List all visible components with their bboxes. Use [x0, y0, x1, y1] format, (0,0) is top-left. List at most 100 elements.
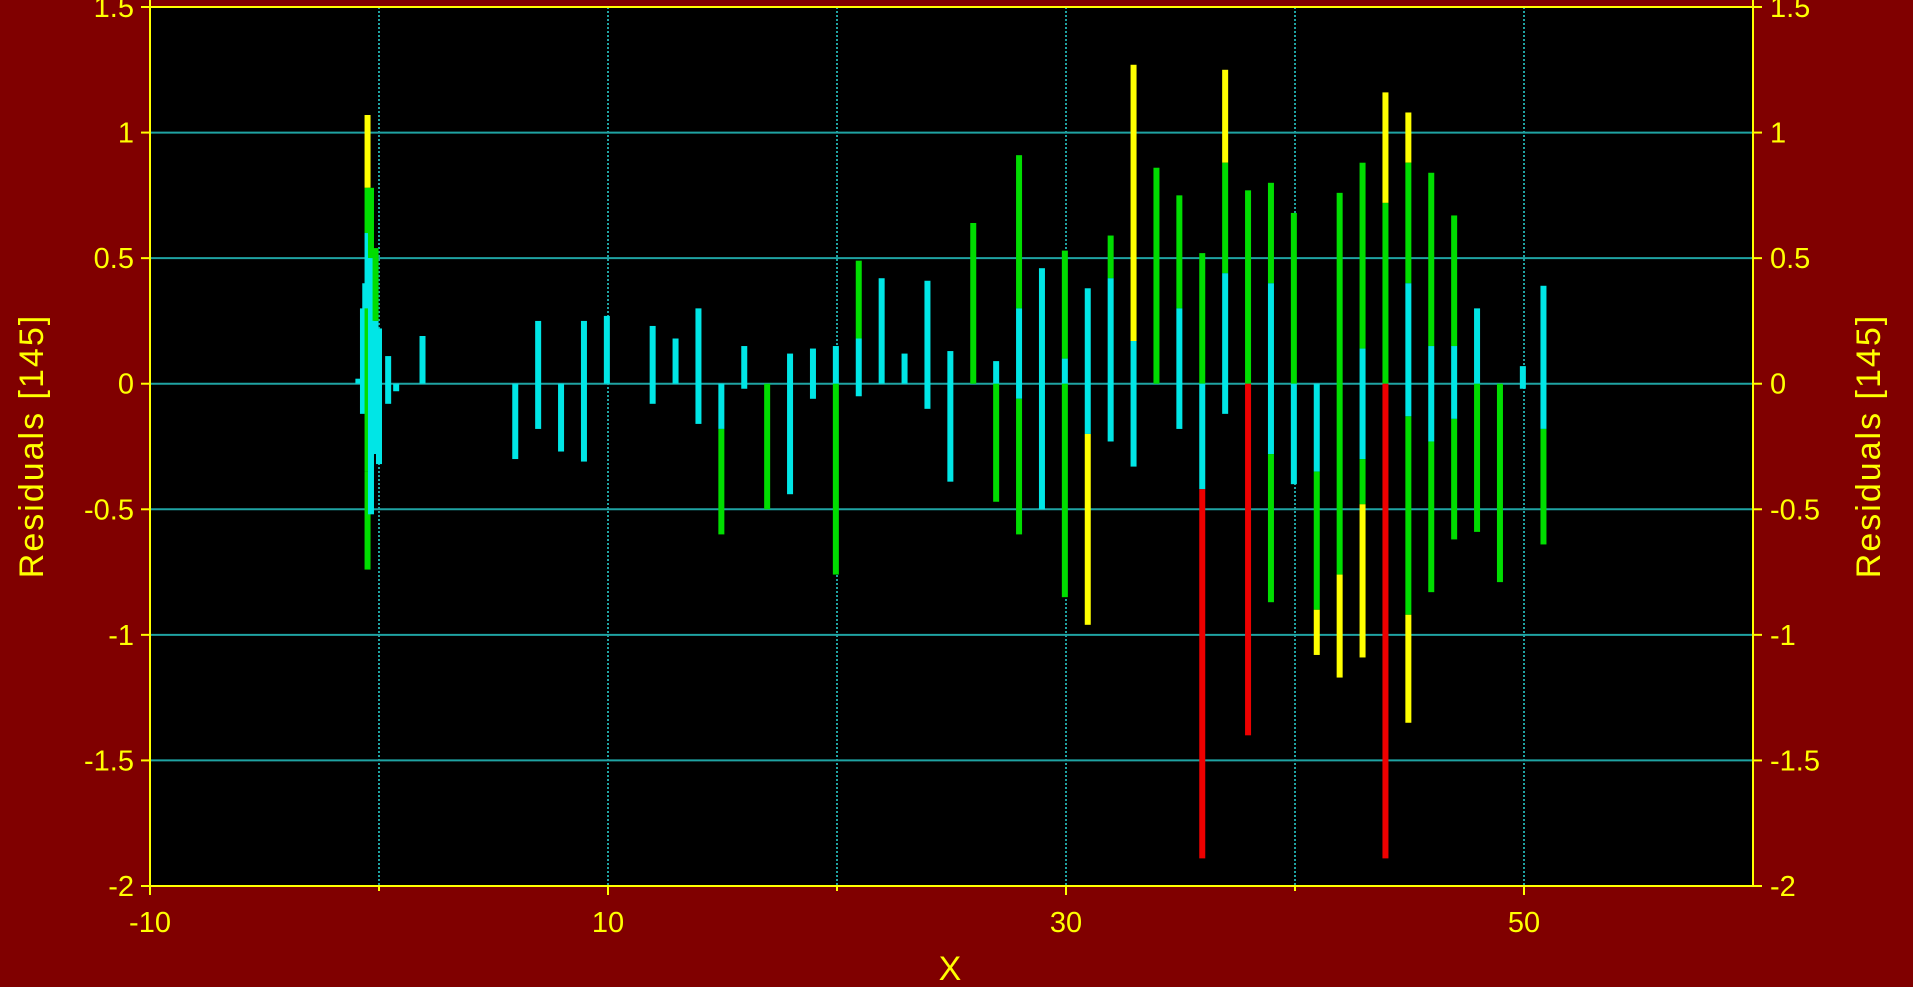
residual-bar — [787, 353, 794, 495]
residual-bar — [1382, 92, 1389, 203]
residual-bar — [1313, 609, 1320, 655]
y-tick-label-left: 0 — [118, 369, 134, 401]
residual-bar — [1107, 235, 1114, 279]
tick-labels: -2 -2 -1.5 -1.5 -1 -1 -0.5 -0.5 0 0 0.5 0.5 1 1 1.5 1.5… — [84, 0, 1820, 939]
y-tick-label-left: 1.5 — [94, 0, 134, 24]
y-tick-label-right: -2 — [1770, 871, 1796, 903]
axes — [141, 0, 1762, 895]
residual-bar — [947, 351, 954, 482]
residual-bar — [1451, 215, 1458, 347]
residual-bar — [1199, 489, 1206, 859]
residual-bar — [364, 308, 371, 472]
residual-bar — [1290, 212, 1297, 384]
residual-bar — [1199, 383, 1206, 490]
residual-bar — [1405, 283, 1412, 417]
residual-bar — [1359, 162, 1366, 349]
residual-bar — [1359, 348, 1366, 460]
x-tick-label: 30 — [1050, 907, 1082, 939]
residual-bar — [1313, 383, 1320, 472]
residual-bar — [1061, 383, 1068, 598]
residual-bar — [364, 471, 371, 570]
x-tick-label: 10 — [592, 907, 624, 939]
residual-bar — [1038, 268, 1045, 510]
residual-bar — [367, 258, 374, 515]
residual-bar — [1245, 190, 1252, 384]
residual-bar — [1540, 285, 1547, 429]
residual-bar — [764, 383, 771, 510]
residual-bar — [1519, 366, 1526, 389]
residual-bar — [1107, 278, 1114, 442]
y-tick-label-left: -1.5 — [84, 745, 134, 777]
residual-bar — [1313, 471, 1320, 610]
residual-bar — [1451, 346, 1458, 419]
residual-bar — [1359, 459, 1366, 505]
residual-bar — [372, 320, 379, 455]
residual-bar — [1290, 383, 1297, 485]
residual-bar — [924, 280, 931, 409]
y-tick-label-right: 1.5 — [1770, 0, 1810, 24]
y-tick-label-right: 0 — [1770, 369, 1786, 401]
residual-bar — [1405, 614, 1412, 723]
residual-bar — [372, 248, 379, 321]
residual-bars — [355, 64, 1547, 859]
residual-bar — [1222, 273, 1229, 414]
residual-bar — [1382, 202, 1389, 384]
residual-bar — [355, 378, 362, 384]
residual-bar — [512, 383, 519, 460]
y-axis-title-left: Residuals [145] — [13, 314, 51, 578]
residual-bar — [393, 383, 400, 392]
residual-bar — [364, 233, 371, 309]
residual-bar — [1405, 162, 1412, 284]
residual-bar — [1405, 416, 1412, 615]
residual-bar — [1016, 308, 1023, 399]
residual-bar — [695, 308, 702, 424]
residual-bar — [603, 315, 610, 384]
residual-bar — [1016, 398, 1023, 535]
residual-bar — [993, 383, 1000, 502]
residual-bar — [1267, 182, 1274, 284]
residual-bar — [364, 114, 371, 188]
residual-bar — [832, 383, 839, 575]
residual-bar — [419, 335, 426, 384]
residual-bar — [1222, 69, 1229, 163]
residual-bar — [1336, 192, 1343, 384]
y-axis-title-right: Residuals [145] — [1850, 314, 1888, 578]
y-tick-label-left: -1 — [108, 620, 134, 652]
residual-bar — [993, 361, 1000, 384]
residual-bar — [649, 325, 656, 404]
x-tick-label: -10 — [129, 907, 171, 939]
residual-bar — [878, 278, 885, 384]
residual-bar — [1084, 433, 1091, 625]
residual-bar — [376, 328, 382, 465]
residual-bar — [1359, 504, 1366, 658]
residual-bar — [1474, 308, 1481, 384]
residual-bar — [1222, 162, 1229, 274]
y-tick-label-left: 0.5 — [94, 243, 134, 275]
y-tick-label-right: -1.5 — [1770, 745, 1820, 777]
residual-bar — [1382, 383, 1389, 859]
x-axis-title: X — [939, 950, 964, 987]
residual-bar — [558, 383, 565, 452]
residual-bar — [1496, 383, 1503, 583]
residual-bar — [1428, 172, 1435, 347]
residual-bar — [1428, 346, 1435, 442]
residual-bar — [970, 222, 977, 384]
residual-bar — [1061, 358, 1068, 384]
residual-bar — [1084, 288, 1091, 434]
residual-bar — [1016, 155, 1023, 309]
residual-bar — [1336, 574, 1343, 678]
residual-bar — [718, 428, 725, 535]
residual-bar — [1451, 418, 1458, 540]
residual-bar — [672, 338, 679, 384]
residual-bar — [580, 320, 587, 462]
y-tick-label-left: -0.5 — [84, 494, 134, 526]
residual-bar — [1405, 112, 1412, 163]
residual-bar — [718, 383, 725, 429]
residual-bar — [1245, 383, 1252, 736]
y-tick-label-right: 0.5 — [1770, 243, 1810, 275]
residual-bar — [1061, 250, 1068, 359]
residual-bar — [1176, 195, 1183, 309]
residual-bar — [901, 353, 908, 384]
y-tick-label-right: 1 — [1770, 118, 1786, 150]
